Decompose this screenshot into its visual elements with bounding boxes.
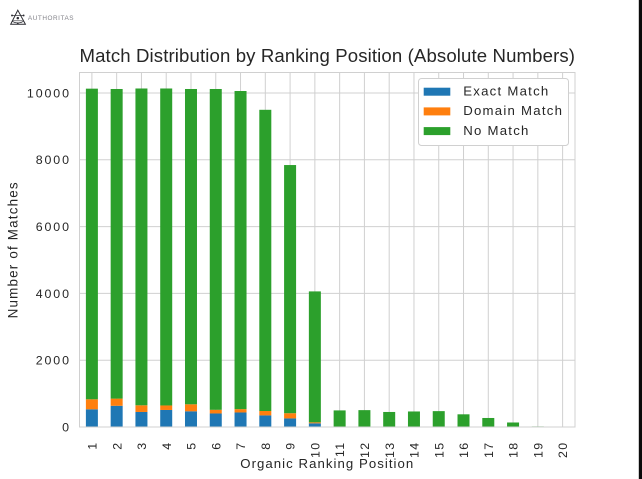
svg-text:7: 7 bbox=[234, 441, 248, 449]
svg-text:8000: 8000 bbox=[36, 153, 71, 167]
svg-text:20: 20 bbox=[556, 441, 570, 458]
svg-text:Domain Match: Domain Match bbox=[463, 103, 563, 118]
svg-text:6: 6 bbox=[209, 441, 223, 449]
svg-text:15: 15 bbox=[432, 441, 446, 458]
svg-text:8: 8 bbox=[259, 441, 273, 449]
svg-text:10000: 10000 bbox=[27, 86, 71, 100]
svg-text:Match Distribution by Ranking: Match Distribution by Ranking Position (… bbox=[79, 45, 575, 66]
svg-text:10: 10 bbox=[308, 441, 322, 458]
svg-text:2000: 2000 bbox=[36, 354, 71, 368]
svg-text:2: 2 bbox=[110, 441, 124, 449]
svg-text:16: 16 bbox=[457, 441, 471, 458]
svg-text:14: 14 bbox=[408, 441, 422, 458]
svg-text:18: 18 bbox=[507, 441, 521, 458]
svg-text:AUTHORITAS: AUTHORITAS bbox=[28, 15, 74, 22]
svg-text:19: 19 bbox=[531, 441, 545, 458]
svg-text:5: 5 bbox=[185, 441, 199, 449]
svg-text:Exact Match: Exact Match bbox=[463, 83, 549, 98]
svg-text:13: 13 bbox=[383, 441, 397, 458]
svg-text:0: 0 bbox=[62, 420, 71, 434]
svg-text:9: 9 bbox=[284, 441, 298, 449]
svg-text:11: 11 bbox=[333, 441, 347, 457]
svg-text:Organic Ranking Position: Organic Ranking Position bbox=[240, 456, 414, 471]
svg-text:4000: 4000 bbox=[36, 287, 71, 301]
svg-text:1: 1 bbox=[85, 441, 99, 449]
svg-text:4: 4 bbox=[160, 441, 174, 449]
svg-text:Number of Matches: Number of Matches bbox=[6, 181, 21, 318]
svg-text:No Match: No Match bbox=[463, 123, 529, 138]
svg-text:6000: 6000 bbox=[36, 220, 71, 234]
svg-text:12: 12 bbox=[358, 441, 372, 458]
svg-text:3: 3 bbox=[135, 441, 149, 449]
svg-text:17: 17 bbox=[482, 441, 496, 458]
